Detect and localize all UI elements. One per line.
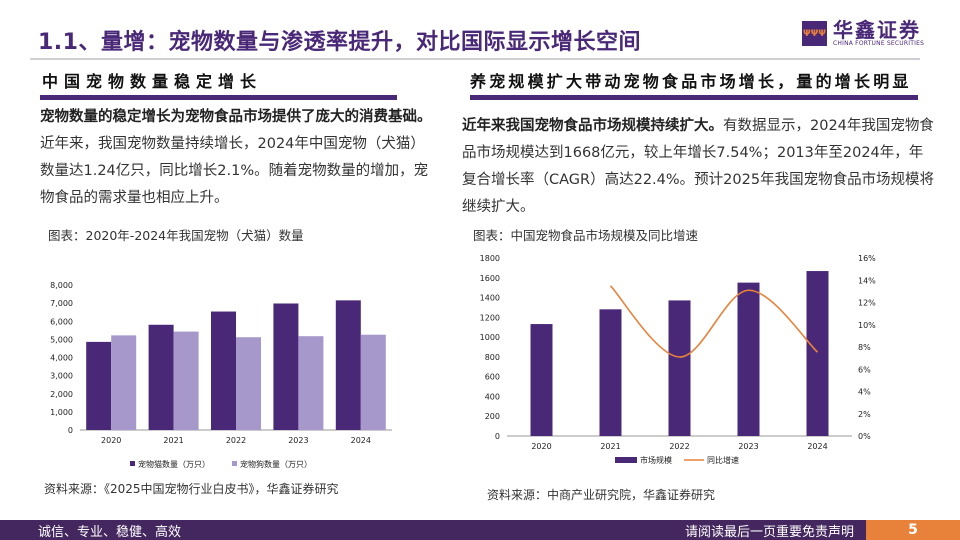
right-para-bold: 近年来我国宠物食品市场规模持续扩大。 <box>462 118 723 134</box>
page-number: 5 <box>866 520 960 540</box>
y-tick-label: 1000 <box>480 333 500 342</box>
y2-tick-label: 16% <box>858 254 876 263</box>
bar-market-2023 <box>737 282 760 436</box>
left-para-bold: 宠物数量的稳定增长为宠物食品市场提供了庞大的消费基础。 <box>40 109 432 125</box>
footer-disclaimer[interactable]: 请阅读最后一页重要免责声明 <box>684 525 854 540</box>
logo-en: CHINA FORTUNE SECURITIES <box>833 40 925 47</box>
y2-tick-label: 14% <box>858 276 876 285</box>
bar-dog-2024 <box>360 334 386 430</box>
bar-cat-2024 <box>335 300 361 430</box>
y-tick-label: 5,000 <box>50 335 73 344</box>
bar-dog-2021 <box>173 331 199 430</box>
x-tick-label: 2022 <box>226 436 246 445</box>
y2-tick-label: 6% <box>858 365 871 374</box>
x-tick-label: 2023 <box>738 442 758 451</box>
y2-tick-label: 8% <box>858 343 871 352</box>
y-tick-label: 1,000 <box>50 408 73 417</box>
legend-label: 宠物狗数量（万只） <box>240 459 312 469</box>
bar-dog-2020 <box>111 335 137 430</box>
y-tick-label: 4,000 <box>50 354 73 363</box>
legend-label: 市场规模 <box>640 455 672 465</box>
bar-market-2022 <box>668 300 691 436</box>
right-chart-caption: 图表：中国宠物食品市场规模及同比增速 <box>473 228 699 243</box>
left-heading-bar <box>40 95 397 100</box>
bar-cat-2023 <box>273 303 299 430</box>
logo-cn: 华鑫证券 <box>833 18 921 42</box>
y-tick-label: 1800 <box>480 254 500 263</box>
y2-tick-label: 4% <box>858 388 871 397</box>
right-para-text: 有数据显示，2024年我国宠物食品市场规模达到1668亿元，较上年增长7.54%… <box>462 118 935 215</box>
x-tick-label: 2024 <box>807 442 827 451</box>
footer: 诚信、专业、稳健、高效 请阅读最后一页重要免责声明 5 <box>0 520 960 540</box>
bar-cat-2020 <box>86 341 112 430</box>
bar-market-2021 <box>599 309 622 436</box>
y-tick-label: 1600 <box>480 274 500 283</box>
right-heading: 养宠规模扩大带动宠物食品市场增长，量的增长明显 <box>470 72 912 91</box>
x-tick-label: 2021 <box>163 436 183 445</box>
legend-label: 同比增速 <box>707 455 739 465</box>
growth-line <box>609 285 819 358</box>
y-tick-label: 0 <box>68 426 73 435</box>
logo-mark-icon: ΨΨΨ <box>802 21 827 46</box>
x-tick-label: 2024 <box>351 436 371 445</box>
bar-cat-2021 <box>148 324 174 430</box>
legend-swatch <box>130 461 135 466</box>
y-tick-label: 400 <box>485 392 500 401</box>
y-tick-label: 200 <box>485 412 500 421</box>
legend-swatch <box>232 461 237 466</box>
y-tick-label: 0 <box>495 432 500 441</box>
bar-market-2020 <box>530 324 553 436</box>
bar-cat-2022 <box>211 311 236 430</box>
bar-dog-2023 <box>298 336 324 430</box>
left-paragraph: 宠物数量的稳定增长为宠物食品市场提供了庞大的消费基础。近年来，我国宠物数量持续增… <box>40 104 435 212</box>
y-tick-label: 7,000 <box>50 299 73 308</box>
left-heading: 中国宠物数量稳定增长 <box>42 72 263 91</box>
legend-swatch-bar <box>615 457 637 463</box>
y-tick-label: 600 <box>485 373 500 382</box>
title-divider <box>30 58 920 60</box>
y-tick-label: 800 <box>485 353 500 362</box>
y-tick-label: 8,000 <box>50 281 73 290</box>
y-tick-label: 3,000 <box>50 372 73 381</box>
right-heading-bar <box>470 95 918 100</box>
right-source: 资料来源：中商产业研究院，华鑫证券研究 <box>487 488 716 502</box>
y-tick-label: 2,000 <box>50 390 73 399</box>
x-tick-label: 2020 <box>531 442 551 451</box>
y2-tick-label: 12% <box>858 299 876 308</box>
legend-label: 宠物猫数量（万只） <box>138 459 210 469</box>
x-tick-label: 2020 <box>101 436 121 445</box>
left-chart-caption: 图表：2020年-2024年我国宠物（犬猫）数量 <box>48 228 304 243</box>
y-tick-label: 6,000 <box>50 317 73 326</box>
x-tick-label: 2022 <box>669 442 689 451</box>
x-tick-label: 2021 <box>600 442 620 451</box>
y-tick-label: 1400 <box>480 294 500 303</box>
y-tick-label: 1200 <box>480 313 500 322</box>
footer-slogan: 诚信、专业、稳健、高效 <box>38 525 182 540</box>
x-tick-label: 2023 <box>288 436 308 445</box>
y2-tick-label: 10% <box>858 321 876 330</box>
left-source: 资料来源：《2025中国宠物行业白皮书》，华鑫证券研究 <box>44 482 339 496</box>
y2-tick-label: 2% <box>858 410 871 419</box>
right-paragraph: 近年来我国宠物食品市场规模持续扩大。有数据显示，2024年我国宠物食品市场规模达… <box>462 113 937 221</box>
left-para-text: 近年来，我国宠物数量持续增长，2024年中国宠物（犬猫）数量达1.24亿只，同比… <box>40 136 429 206</box>
bar-market-2024 <box>806 271 829 436</box>
y2-tick-label: 0% <box>858 432 871 441</box>
bar-dog-2022 <box>236 337 261 430</box>
company-logo: ΨΨΨ 华鑫证券 CHINA FORTUNE SECURITIES <box>802 20 924 47</box>
page-title: 1.1、量增：宠物数量与渗透率提升，对比国际显示增长空间 <box>38 30 641 55</box>
